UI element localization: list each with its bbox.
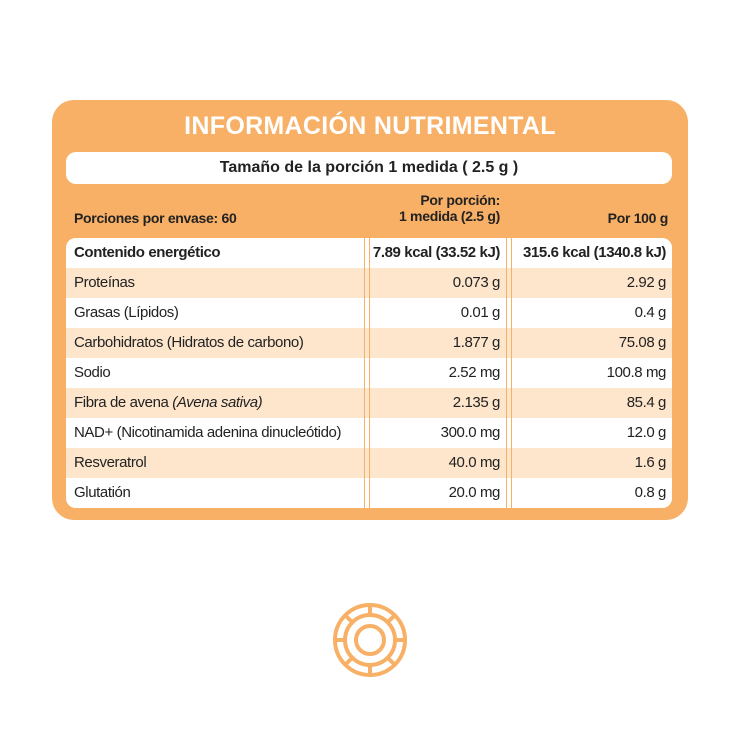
col-portion-line: Por porción: (420, 192, 500, 208)
column-divider (364, 238, 370, 508)
nutrition-table: Contenido energético 7.89 kcal (33.52 kJ)… (66, 238, 672, 508)
nutrient-name: NAD+ (Nicotinamida adenina dinucleótido) (74, 418, 341, 448)
col-portion-line: 1 medida (2.5 g) (398, 208, 500, 224)
portion-value: 0.073 g (452, 274, 501, 291)
per100-value: 0.4 g (634, 304, 667, 321)
portion-value: 40.0 mg (448, 454, 501, 471)
nutrient-label: Sodio (74, 364, 111, 381)
logo-icon (333, 603, 407, 677)
nutrient-name: Carbohidratos (Hidratos de carbono) (74, 328, 304, 358)
nutrient-label: Contenido energético (74, 244, 221, 261)
portion-value: 2.52 mg (448, 364, 501, 381)
per100-value: 85.4 g (626, 394, 667, 411)
per100-value: 2.92 g (626, 274, 667, 291)
nutrient-name: Fibra de avena (Avena sativa) (74, 388, 263, 418)
portion-value: 2.135 g (452, 394, 501, 411)
nutrient-name: Contenido energético (74, 238, 221, 268)
per100-value: 12.0 g (626, 424, 667, 441)
nutrient-label: Glutatión (74, 484, 131, 501)
serving-size: Tamaño de la porción 1 medida ( 2.5 g ) (66, 152, 672, 184)
portion-value: 7.89 kcal (33.52 kJ) (372, 244, 501, 261)
nutrient-name: Glutatión (74, 478, 131, 508)
nutrient-label: Proteínas (74, 274, 135, 291)
nutrient-label: NAD+ (Nicotinamida adenina dinucleótido) (74, 424, 342, 441)
col-portion: Por porción: 1 medida (2.5 g) (340, 192, 500, 224)
title: INFORMACIÓN NUTRIMENTAL (184, 112, 556, 140)
nutrient-label: Resveratrol (74, 454, 147, 471)
per100-value: 0.8 g (634, 484, 667, 501)
per100-value: 1.6 g (634, 454, 667, 471)
nutrient-name: Resveratrol (74, 448, 147, 478)
portion-value: 20.0 mg (448, 484, 501, 501)
servings: Porciones por envase: 60 (74, 210, 237, 226)
nutrient-name: Grasas (Lípidos) (74, 298, 179, 328)
per100-value: 100.8 mg (606, 364, 667, 381)
portion-value: 1.877 g (452, 334, 501, 351)
nutrient-label: Fibra de avena (74, 394, 169, 411)
column-divider (506, 238, 512, 508)
nutrient-label: Grasas (Lípidos) (74, 304, 179, 321)
nutrient-label: Carbohidratos (Hidratos de carbono) (74, 334, 304, 351)
portion-value: 0.01 g (460, 304, 501, 321)
portion-value: 300.0 mg (440, 424, 501, 441)
per100-value: 315.6 kcal (1340.8 kJ) (523, 244, 666, 261)
nutrient-name: Sodio (74, 358, 111, 388)
nutrient-name: Proteínas (74, 268, 135, 298)
col-100g: Por 100 g (607, 210, 669, 226)
nutrient-note: (Avena sativa) (172, 394, 263, 411)
per100-value: 75.08 g (618, 334, 667, 351)
